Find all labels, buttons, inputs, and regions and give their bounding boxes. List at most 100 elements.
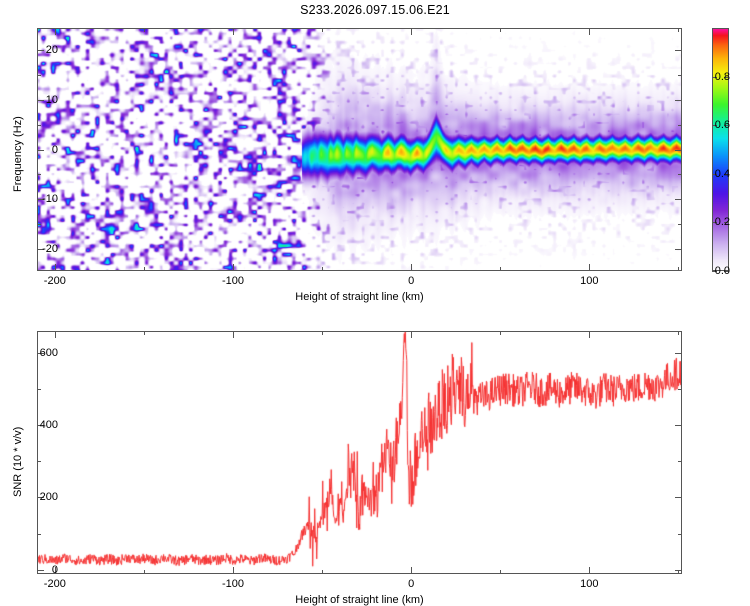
snr-ytick-label: 0 bbox=[51, 563, 58, 576]
spectrogram-xtick-top bbox=[233, 28, 234, 35]
spectrogram-xtick bbox=[678, 267, 679, 271]
spectrogram-xtick bbox=[144, 267, 145, 271]
spectrogram-ytick bbox=[37, 75, 41, 76]
spectrogram-xtick-label: 0 bbox=[408, 275, 415, 287]
spectrogram-xtick bbox=[233, 264, 234, 271]
snr-xtick-top bbox=[678, 331, 679, 335]
spectrogram-ytick bbox=[37, 199, 44, 200]
snr-ytick bbox=[37, 353, 44, 354]
snr-ytick-right bbox=[675, 425, 682, 426]
spectrogram-ytick bbox=[37, 100, 44, 101]
snr-xtick-top bbox=[233, 331, 234, 338]
snr-ytick bbox=[37, 497, 44, 498]
spectrogram-ytick bbox=[37, 150, 44, 151]
colorbar-tick bbox=[712, 77, 717, 78]
colorbar-image bbox=[713, 29, 728, 270]
colorbar-tick-label: 0.2 bbox=[714, 216, 730, 229]
spectrogram-ytick-right bbox=[675, 249, 682, 250]
colorbar-tick-label: 0.8 bbox=[714, 70, 730, 83]
spectrogram-xtick-top bbox=[678, 28, 679, 32]
snr-xtick bbox=[411, 567, 412, 574]
snr-xtick-top bbox=[55, 331, 56, 338]
spectrogram-ytick-right bbox=[675, 199, 682, 200]
spectrogram-ytick-label: 20 bbox=[45, 44, 58, 57]
snr-ytick bbox=[37, 425, 44, 426]
snr-xtick-label: 100 bbox=[580, 578, 599, 590]
snr-ytick-right bbox=[678, 534, 682, 535]
snr-xtick bbox=[233, 567, 234, 574]
spectrogram-ytick-label: -10 bbox=[42, 193, 58, 206]
snr-x-axis-title: Height of straight line (km) bbox=[295, 594, 424, 606]
colorbar-tick bbox=[712, 271, 717, 272]
snr-plot-area bbox=[37, 331, 682, 574]
snr-xtick bbox=[144, 570, 145, 574]
spectrogram-plot-area bbox=[37, 28, 682, 271]
colorbar-tick bbox=[712, 222, 717, 223]
colorbar-tick-right bbox=[724, 125, 729, 126]
snr-xtick-label: 0 bbox=[408, 578, 415, 590]
snr-xtick-label: -100 bbox=[221, 578, 244, 590]
snr-ytick-label: 600 bbox=[39, 346, 58, 359]
snr-xtick-label: -200 bbox=[43, 578, 66, 590]
spectrogram-ytick-right bbox=[678, 75, 682, 76]
spectrogram-xtick bbox=[500, 267, 501, 271]
colorbar-tick-label: 0.4 bbox=[714, 167, 730, 180]
spectrogram-xtick bbox=[589, 264, 590, 271]
colorbar-tick bbox=[712, 174, 717, 175]
colorbar-gradient bbox=[712, 28, 729, 271]
colorbar-tick-right bbox=[724, 271, 729, 272]
snr-ytick-right bbox=[675, 497, 682, 498]
spectrogram-ytick-right bbox=[675, 100, 682, 101]
spectrogram-xtick-top bbox=[322, 28, 323, 32]
snr-ytick bbox=[37, 570, 44, 571]
figure-title: S233.2026.097.15.06.E21 bbox=[300, 3, 450, 17]
colorbar-tick bbox=[712, 125, 717, 126]
snr-xtick-top bbox=[322, 331, 323, 335]
snr-ytick-right bbox=[675, 353, 682, 354]
snr-xtick bbox=[500, 570, 501, 574]
spectrogram-ytick-label: -20 bbox=[42, 242, 58, 255]
snr-xtick-top bbox=[500, 331, 501, 335]
snr-xtick-top bbox=[589, 331, 590, 338]
spectrogram-xtick bbox=[322, 267, 323, 271]
snr-ytick bbox=[37, 534, 41, 535]
snr-xtick-top bbox=[144, 331, 145, 335]
colorbar-tick-right bbox=[724, 174, 729, 175]
spectrogram-ytick bbox=[37, 174, 41, 175]
spectrogram-xtick-top bbox=[411, 28, 412, 35]
spectrogram-ytick bbox=[37, 125, 41, 126]
snr-xtick bbox=[589, 567, 590, 574]
colorbar-tick-right bbox=[724, 222, 729, 223]
snr-trace bbox=[38, 332, 681, 573]
spectrogram-image bbox=[38, 29, 681, 270]
spectrogram-xtick bbox=[411, 264, 412, 271]
colorbar-tick-label: 0.0 bbox=[714, 265, 730, 277]
spectrogram-xtick-top bbox=[500, 28, 501, 32]
snr-ytick-label: 400 bbox=[39, 419, 58, 432]
spectrogram-xtick-label: -200 bbox=[43, 275, 66, 287]
spectrogram-ytick-right bbox=[678, 174, 682, 175]
snr-ytick-right bbox=[678, 461, 682, 462]
spectrogram-y-axis-title: Frequency (Hz) bbox=[12, 115, 24, 192]
spectrogram-ytick-right bbox=[678, 224, 682, 225]
colorbar-tick-label: 0.6 bbox=[714, 119, 730, 132]
snr-y-axis-title: SNR (10 * v/v) bbox=[12, 426, 24, 497]
spectrogram-xtick-label: -100 bbox=[221, 275, 244, 287]
spectrogram-xtick-top bbox=[144, 28, 145, 32]
snr-xtick-top bbox=[411, 331, 412, 338]
colorbar-tick-right bbox=[724, 77, 729, 78]
snr-xtick bbox=[55, 567, 56, 574]
spectrogram-xtick bbox=[55, 264, 56, 271]
spectrogram-ytick bbox=[37, 224, 41, 225]
snr-ytick-label: 200 bbox=[39, 491, 58, 504]
snr-ytick-right bbox=[675, 570, 682, 571]
snr-xtick bbox=[678, 570, 679, 574]
spectrogram-ytick-right bbox=[678, 125, 682, 126]
spectrogram-xtick-top bbox=[589, 28, 590, 35]
spectrogram-ytick-label: 10 bbox=[45, 93, 58, 106]
snr-xtick bbox=[322, 570, 323, 574]
spectrogram-xtick-label: 100 bbox=[580, 275, 599, 287]
spectrogram-x-axis-title: Height of straight line (km) bbox=[295, 291, 424, 303]
spectrogram-ytick bbox=[37, 249, 44, 250]
